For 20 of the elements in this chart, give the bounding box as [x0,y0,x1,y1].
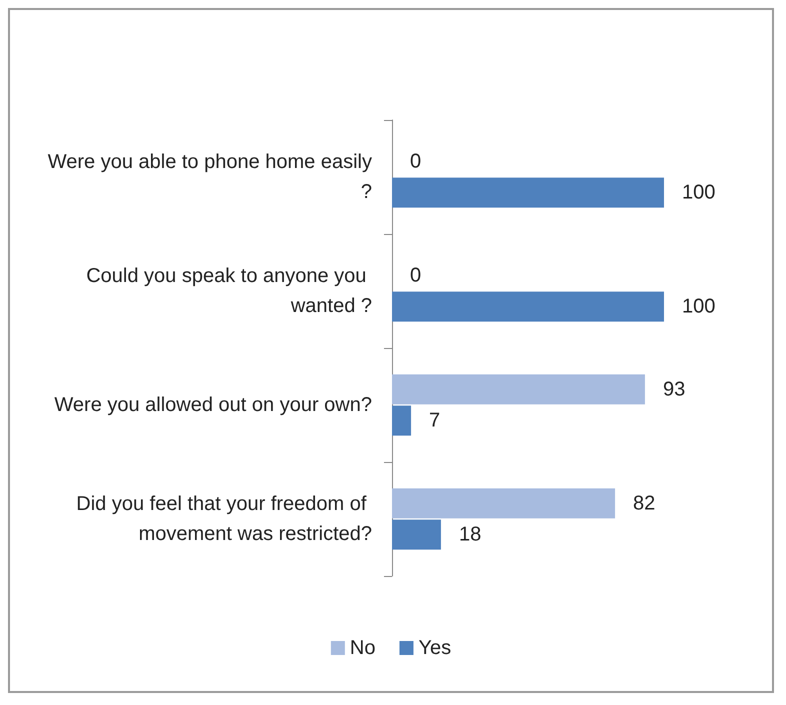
data-label: 0 [410,150,422,172]
y-tick-label: Were you able to phone home easily? [48,151,372,203]
bar [392,406,412,436]
legend-label: No [350,637,376,659]
bar [392,178,664,208]
data-label: 100 [682,296,716,318]
bar [392,520,441,550]
data-label: 7 [429,410,440,432]
data-label: 0 [410,264,422,286]
legend-label: Yes [418,637,452,659]
y-tick-label: Were you allowed out on your own? [54,394,372,416]
bar [392,292,664,322]
data-label: 93 [662,378,686,400]
data-label: 100 [682,182,716,204]
data-label: 82 [633,492,656,514]
y-tick-label: Did you feel that your freedom of movement was restricted? [76,493,372,545]
bar [392,374,645,404]
bar [392,488,616,518]
y-tick-label: Could you speak to anyone you wanted ? [86,265,372,317]
data-label: 18 [458,524,482,546]
